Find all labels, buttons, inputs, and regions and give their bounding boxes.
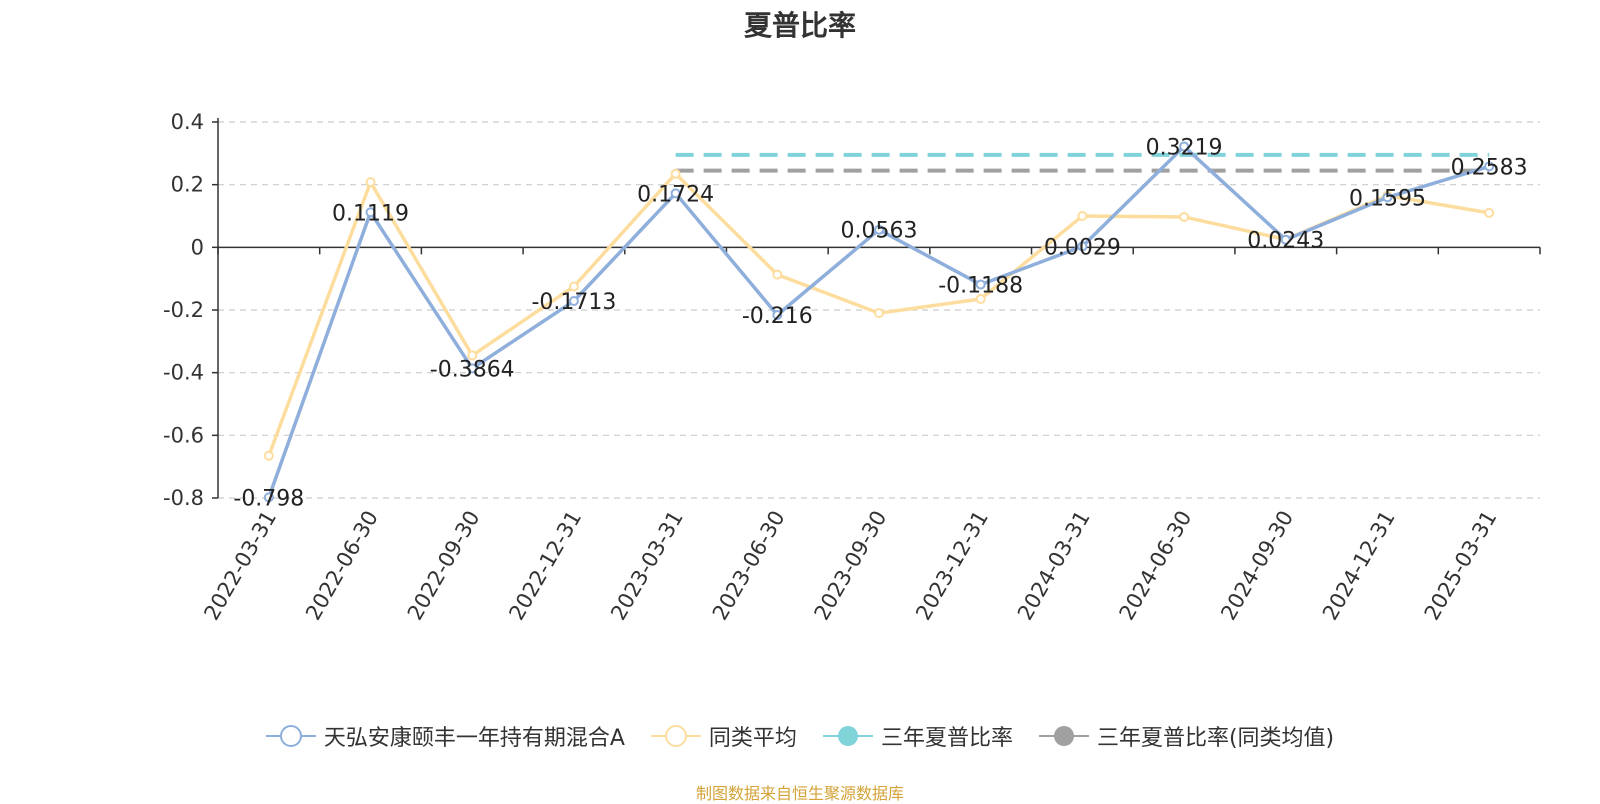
fund-data-label-3: -0.1713 xyxy=(531,290,616,315)
peer-average-point-2 xyxy=(467,350,478,361)
fund-point-5 xyxy=(772,310,783,321)
x-tick-label-2: 2022-09-30 xyxy=(403,507,485,625)
legend-label-three-year-sharpe: 三年夏普比率 xyxy=(880,726,1013,751)
legend-item-three-year-sharpe[interactable]: 三年夏普比率 xyxy=(822,720,1013,752)
fund-data-label-1: 0.1119 xyxy=(332,201,409,226)
x-tick-label-7: 2023-12-31 xyxy=(911,507,993,625)
x-tick-label-10: 2024-09-30 xyxy=(1216,507,1298,625)
x-tick-label-11: 2024-12-31 xyxy=(1318,507,1400,625)
x-tick-label-0: 2022-03-31 xyxy=(199,507,281,625)
legend-label-peer-average: 同类平均 xyxy=(708,726,797,751)
fund-point-6 xyxy=(874,224,884,235)
fund-data-label-4: 0.1724 xyxy=(637,182,714,207)
fund-data-label-8: 0.0029 xyxy=(1044,235,1121,260)
y-tick-label-4: -0.4 xyxy=(163,361,204,385)
legend-marker-three-year-sharpe-peer xyxy=(1038,726,1089,746)
peer-average-point-4 xyxy=(670,168,681,179)
fund-data-label-7: -0.1188 xyxy=(938,274,1023,299)
legend-label-three-year-sharpe-peer: 三年夏普比率(同类均值) xyxy=(1096,726,1335,751)
legend-item-fund[interactable]: 天弘安康颐丰一年持有期混合A xyxy=(265,720,625,752)
legend-label-fund: 天弘安康颐丰一年持有期混合A xyxy=(323,726,625,751)
fund-point-8 xyxy=(1077,241,1088,252)
fund-data-label-2: -0.3864 xyxy=(430,357,515,382)
y-tick-label-1: 0.2 xyxy=(171,173,204,197)
fund-point-0 xyxy=(263,492,274,503)
fund-point-3 xyxy=(568,296,579,307)
x-tick-label-8: 2024-03-31 xyxy=(1013,507,1095,625)
fund-data-label-10: 0.0243 xyxy=(1247,229,1324,254)
peer-average-point-9 xyxy=(1179,211,1190,222)
peer-average-point-12 xyxy=(1484,207,1495,218)
fund-data-label-6: 0.0563 xyxy=(841,219,918,244)
peer-average-point-7 xyxy=(975,294,986,305)
fund-data-label-5: -0.216 xyxy=(742,304,813,329)
legend-marker-peer-average xyxy=(650,725,701,747)
chart-title: 夏普比率 xyxy=(743,9,856,42)
x-tick-label-6: 2023-09-30 xyxy=(810,507,892,625)
legend-item-three-year-sharpe-peer[interactable]: 三年夏普比率(同类均值) xyxy=(1038,720,1335,752)
fund-point-4 xyxy=(670,188,681,199)
legend-item-peer-average[interactable]: 同类平均 xyxy=(650,720,797,752)
x-tick-label-12: 2025-03-31 xyxy=(1420,507,1502,625)
y-tick-label-6: -0.8 xyxy=(163,486,204,510)
x-tick-label-5: 2023-06-30 xyxy=(708,507,790,625)
peer-average-point-1 xyxy=(365,177,376,188)
fund-point-12 xyxy=(1484,161,1495,172)
fund-point-1 xyxy=(365,207,376,218)
peer-average-point-5 xyxy=(772,269,783,280)
peer-average-point-3 xyxy=(568,281,579,292)
y-tick-label-0: 0.4 xyxy=(171,110,204,134)
peer-average-point-0 xyxy=(263,450,274,461)
x-tick-label-1: 2022-06-30 xyxy=(301,507,383,625)
y-tick-label-2: 0 xyxy=(191,235,204,259)
y-tick-label-3: -0.2 xyxy=(163,298,204,322)
fund-data-label-9: 0.3219 xyxy=(1146,135,1223,160)
x-tick-label-3: 2022-12-31 xyxy=(504,507,586,625)
fund-point-9 xyxy=(1179,141,1190,152)
source-note: 制图数据来自恒生聚源数据库 xyxy=(695,784,904,803)
legend-marker-three-year-sharpe xyxy=(822,726,873,746)
fund-point-2 xyxy=(467,363,478,374)
fund-point-11 xyxy=(1382,192,1393,203)
fund-point-10 xyxy=(1280,234,1291,245)
x-tick-label-4: 2023-03-31 xyxy=(606,507,688,625)
fund-data-label-0: -0.798 xyxy=(233,486,304,511)
peer-average-point-6 xyxy=(874,308,884,319)
fund-data-label-12: 0.2583 xyxy=(1451,155,1528,180)
fund-data-label-11: 0.1595 xyxy=(1349,186,1426,211)
y-tick-label-5: -0.6 xyxy=(163,423,204,447)
legend: 天弘安康颐丰一年持有期混合A 同类平均 三年夏普比率 三年夏普比率(同类均值) xyxy=(0,720,1600,752)
fund-point-7 xyxy=(975,279,986,290)
peer-average-point-8 xyxy=(1077,211,1088,221)
x-tick-label-9: 2024-06-30 xyxy=(1115,507,1197,625)
legend-marker-fund xyxy=(265,725,316,747)
